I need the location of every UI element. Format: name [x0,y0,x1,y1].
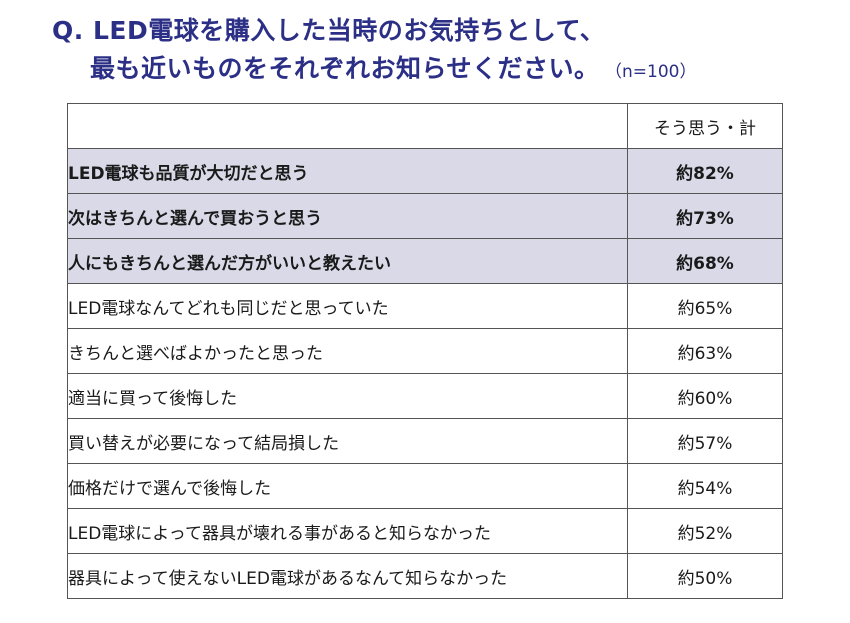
row-label: 適当に買って後悔した [67,373,628,419]
column-header-agree-total: そう思う・計 [627,103,783,149]
row-label: LED電球なんてどれも同じだと思っていた [67,283,628,329]
question-title-line-2-text: 最も近いものをそれぞれお知らせください。 [90,54,600,83]
row-label: 価格だけで選んで後悔した [67,463,628,509]
table-row: きちんと選べばよかったと思った 約63% [67,328,783,374]
row-label: 人にもきちんと選んだ方がいいと教えたい [67,238,628,284]
sample-size: （n=100） [613,62,697,82]
table-row: 器具によって使えないLED電球があるなんて知らなかった 約50% [67,553,783,599]
row-value: 約50% [627,553,783,599]
table-row: 買い替えが必要になって結局損した 約57% [67,418,783,464]
row-label: LED電球も品質が大切だと思う [67,148,628,194]
row-value: 約82% [627,148,783,194]
question-title-line-2: 最も近いものをそれぞれお知らせください。 （n=100） [52,50,842,91]
table-row: 価格だけで選んで後悔した 約54% [67,463,783,509]
row-label: 器具によって使えないLED電球があるなんて知らなかった [67,553,628,599]
row-value: 約73% [627,193,783,239]
row-value: 約63% [627,328,783,374]
table-row: 適当に買って後悔した 約60% [67,373,783,419]
row-label: 買い替えが必要になって結局損した [67,418,628,464]
header-blank-cell [67,103,628,149]
table-row: 次はきちんと選んで買おうと思う 約73% [67,193,783,239]
question-title: Q. LED電球を購入した当時のお気持ちとして、 最も近いものをそれぞれお知らせ… [52,12,842,91]
table-header-row: そう思う・計 [67,103,783,149]
table-row: LED電球なんてどれも同じだと思っていた 約65% [67,283,783,329]
row-value: 約60% [627,373,783,419]
row-value: 約54% [627,463,783,509]
question-title-line-1: Q. LED電球を購入した当時のお気持ちとして、 [52,16,606,45]
row-value: 約57% [627,418,783,464]
table-row: 人にもきちんと選んだ方がいいと教えたい 約68% [67,238,783,284]
row-label: 次はきちんと選んで買おうと思う [67,193,628,239]
row-value: 約65% [627,283,783,329]
row-label: きちんと選べばよかったと思った [67,328,628,374]
row-value: 約52% [627,508,783,554]
row-value: 約68% [627,238,783,284]
table-row: LED電球によって器具が壊れる事があると知らなかった 約52% [67,508,783,554]
table-row: LED電球も品質が大切だと思う 約82% [67,148,783,194]
survey-results-table: そう思う・計 LED電球も品質が大切だと思う 約82% 次はきちんと選んで買おう… [67,103,783,599]
row-label: LED電球によって器具が壊れる事があると知らなかった [67,508,628,554]
